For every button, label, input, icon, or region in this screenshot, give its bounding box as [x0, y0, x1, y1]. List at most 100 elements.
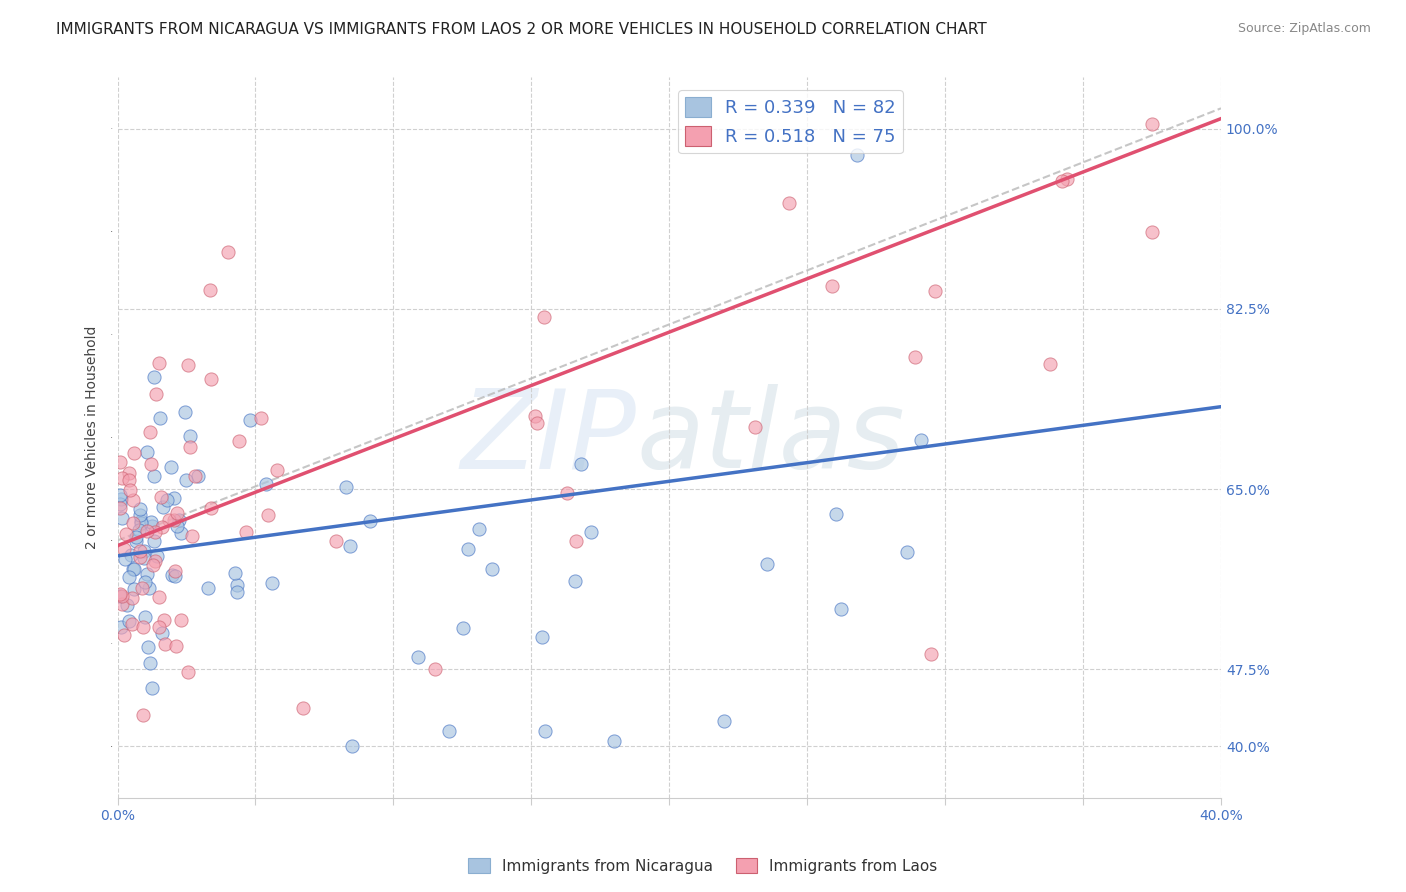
- Point: [149, 490, 172, 504]
- Point: [200, 372, 222, 386]
- Point: [118, 473, 141, 487]
- Point: [122, 562, 145, 576]
- Point: [152, 613, 174, 627]
- Point: [121, 617, 143, 632]
- Point: [141, 681, 163, 696]
- Point: [145, 386, 167, 401]
- Point: [129, 508, 152, 523]
- Point: [250, 410, 273, 425]
- Point: [125, 530, 148, 544]
- Point: [239, 413, 262, 427]
- Point: [134, 610, 156, 624]
- Point: [131, 514, 153, 528]
- Point: [132, 619, 155, 633]
- Point: [141, 518, 163, 533]
- Point: [526, 416, 548, 430]
- Point: [136, 567, 159, 582]
- Point: [110, 501, 132, 516]
- Point: [534, 723, 557, 738]
- Point: [136, 640, 159, 654]
- Point: [406, 649, 429, 664]
- Point: [564, 533, 586, 548]
- Point: [713, 714, 735, 728]
- Point: [143, 369, 166, 384]
- Point: [225, 584, 247, 599]
- Point: [437, 723, 460, 738]
- Point: [523, 409, 546, 423]
- Point: [920, 647, 942, 661]
- Point: [152, 500, 174, 515]
- Point: [169, 526, 191, 541]
- Point: [111, 471, 134, 485]
- Point: [114, 552, 136, 566]
- Point: [110, 620, 132, 634]
- Point: [165, 639, 187, 653]
- Point: [112, 628, 135, 642]
- Point: [481, 562, 503, 576]
- Point: [129, 549, 152, 564]
- Point: [603, 734, 626, 748]
- Point: [136, 444, 159, 458]
- Point: [139, 516, 162, 530]
- Point: [824, 507, 846, 521]
- Legend: R = 0.339   N = 82, R = 0.518   N = 75: R = 0.339 N = 82, R = 0.518 N = 75: [678, 90, 903, 153]
- Point: [156, 492, 179, 507]
- Point: [146, 549, 169, 564]
- Point: [118, 570, 141, 584]
- Point: [110, 488, 132, 502]
- Point: [118, 466, 141, 480]
- Point: [325, 534, 347, 549]
- Point: [451, 621, 474, 635]
- Legend: Immigrants from Nicaragua, Immigrants from Laos: Immigrants from Nicaragua, Immigrants fr…: [463, 852, 943, 880]
- Point: [163, 569, 186, 583]
- Point: [122, 446, 145, 460]
- Point: [121, 492, 143, 507]
- Point: [179, 429, 201, 443]
- Point: [163, 491, 186, 505]
- Point: [134, 575, 156, 590]
- Point: [166, 506, 188, 520]
- Point: [110, 455, 132, 469]
- Point: [162, 567, 184, 582]
- Point: [112, 541, 135, 556]
- Point: [744, 420, 766, 434]
- Point: [141, 457, 163, 471]
- Point: [569, 458, 592, 472]
- Point: [821, 279, 844, 293]
- Point: [457, 542, 479, 557]
- Point: [778, 195, 800, 210]
- Point: [166, 519, 188, 533]
- Point: [110, 497, 132, 511]
- Text: IMMIGRANTS FROM NICARAGUA VS IMMIGRANTS FROM LAOS 2 OR MORE VEHICLES IN HOUSEHOL: IMMIGRANTS FROM NICARAGUA VS IMMIGRANTS …: [56, 22, 987, 37]
- Point: [564, 574, 586, 588]
- Point: [896, 545, 918, 559]
- Point: [198, 283, 221, 297]
- Point: [110, 597, 132, 611]
- Point: [179, 440, 201, 454]
- Point: [129, 543, 152, 558]
- Point: [132, 543, 155, 558]
- Text: atlas: atlas: [636, 384, 905, 491]
- Point: [530, 630, 553, 644]
- Point: [167, 513, 190, 527]
- Point: [173, 405, 195, 419]
- Point: [1050, 174, 1073, 188]
- Point: [134, 551, 156, 566]
- Point: [122, 516, 145, 530]
- Point: [111, 589, 134, 603]
- Point: [128, 523, 150, 537]
- Point: [423, 662, 446, 676]
- Point: [157, 513, 180, 527]
- Point: [110, 491, 132, 506]
- Point: [143, 525, 166, 540]
- Point: [266, 463, 288, 477]
- Point: [121, 591, 143, 606]
- Point: [143, 533, 166, 548]
- Point: [184, 468, 207, 483]
- Point: [149, 410, 172, 425]
- Point: [132, 708, 155, 723]
- Point: [150, 519, 173, 533]
- Point: [254, 476, 277, 491]
- Point: [830, 601, 852, 615]
- Point: [117, 598, 139, 612]
